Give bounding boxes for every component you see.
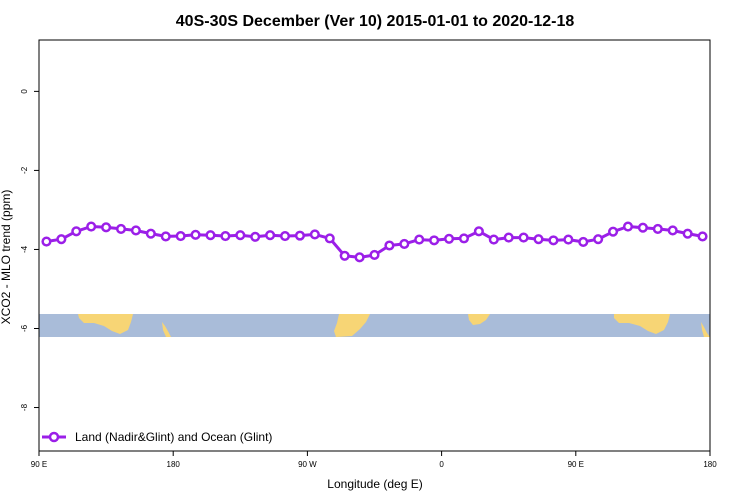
data-point — [56, 234, 67, 245]
data-point — [518, 232, 529, 243]
plot-frame — [38, 39, 711, 452]
data-point — [235, 230, 246, 241]
x-tick-label: 90 E — [568, 460, 584, 469]
data-point — [250, 231, 261, 242]
axes: 90 E 180 90 W 0 90 E 180 0 -2 -4 -6 -8 — [20, 89, 717, 469]
ocean-band — [39, 314, 710, 337]
chart-title: 40S-30S December (Ver 10) 2015-01-01 to … — [176, 13, 575, 30]
y-tick-label: -4 — [20, 245, 29, 253]
data-point — [488, 234, 499, 245]
legend-entry-label: Land (Nadir&Glint) and Ocean (Glint) — [75, 430, 272, 444]
data-point — [578, 236, 589, 247]
data-point — [533, 234, 544, 245]
data-point — [384, 240, 395, 251]
y-tick-label: 0 — [20, 89, 29, 94]
data-point — [667, 225, 678, 236]
legend: Land (Nadir&Glint) and Ocean (Glint) — [42, 430, 272, 444]
data-point — [593, 234, 604, 245]
y-axis-label: XCO2 - MLO trend (ppm) — [0, 190, 13, 325]
x-tick-label: 0 — [439, 460, 444, 469]
data-point — [697, 231, 708, 242]
data-point — [190, 229, 201, 240]
data-point — [429, 235, 440, 246]
data-point — [682, 228, 693, 239]
legend-marker — [48, 431, 60, 443]
data-point — [608, 226, 619, 237]
data-point — [503, 232, 514, 243]
data-point — [548, 235, 559, 246]
data-point — [205, 230, 216, 241]
land-patch-africa — [468, 314, 490, 325]
data-point — [563, 234, 574, 245]
data-point — [115, 223, 127, 234]
y-tick-label: -6 — [20, 324, 29, 332]
data-point — [130, 225, 141, 236]
data-point — [339, 250, 350, 261]
data-point — [265, 230, 276, 241]
data-point — [294, 230, 305, 241]
data-point — [369, 249, 380, 261]
x-axis-label: Longitude (deg E) — [327, 477, 422, 491]
data-point — [473, 226, 484, 237]
data-point — [175, 230, 186, 242]
data-point — [399, 238, 410, 249]
land-patch-australia — [78, 314, 133, 334]
x-tick-label: 180 — [703, 460, 717, 469]
land-patch-southamerica — [334, 314, 370, 337]
data-point — [279, 230, 291, 242]
x-tick-label: 90 E — [31, 460, 47, 469]
land-patch-australia-2 — [614, 314, 670, 334]
data-point — [71, 226, 82, 237]
data-point — [622, 221, 634, 232]
data-point — [41, 236, 52, 247]
y-tick-label: -2 — [20, 166, 29, 174]
y-tick-label: -8 — [20, 403, 29, 411]
data-point — [324, 233, 335, 244]
x-tick-label: 180 — [167, 460, 181, 469]
data-point — [414, 234, 425, 245]
data-point — [220, 230, 231, 242]
data-point — [444, 233, 455, 244]
land-patch-newzealand-2 — [701, 322, 710, 337]
data-point — [354, 252, 365, 263]
data-point — [309, 229, 320, 240]
data-point — [458, 233, 470, 244]
data-point — [101, 222, 112, 233]
data-point — [652, 223, 663, 234]
data-point — [86, 221, 97, 232]
land-patch-newzealand — [162, 322, 171, 337]
map-band — [39, 314, 710, 337]
x-tick-label: 90 W — [298, 460, 317, 469]
series-layer — [41, 221, 708, 263]
data-point — [637, 222, 648, 233]
data-point — [160, 231, 171, 242]
data-point — [145, 228, 156, 239]
